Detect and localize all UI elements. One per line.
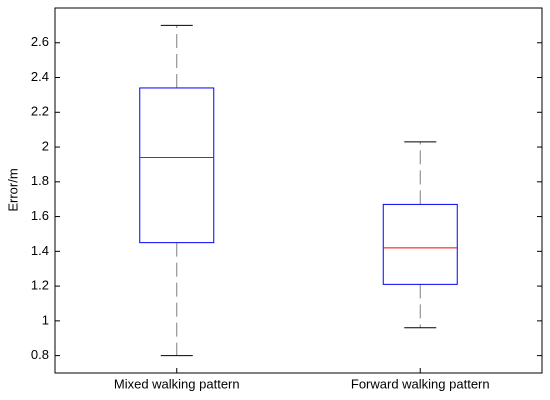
y-tick-label: 1.4: [31, 243, 49, 258]
box: [382, 203, 458, 285]
y-tick-label: 2.2: [31, 104, 49, 119]
y-axis-label: Error/m: [5, 168, 20, 211]
plot-frame: [54, 7, 543, 374]
x-tick-label: Forward walking pattern: [351, 376, 490, 391]
y-tick-label: 1.2: [31, 278, 49, 293]
box: [139, 87, 215, 244]
y-tick-label: 0.8: [31, 347, 49, 362]
y-tick-label: 1: [42, 312, 49, 327]
y-tick-label: 1.6: [31, 208, 49, 223]
y-tick-label: 2: [42, 138, 49, 153]
x-tick-label: Mixed walking pattern: [114, 376, 240, 391]
y-tick-label: 2.6: [31, 34, 49, 49]
y-tick-label: 2.4: [31, 69, 49, 84]
y-tick-label: 1.8: [31, 173, 49, 188]
